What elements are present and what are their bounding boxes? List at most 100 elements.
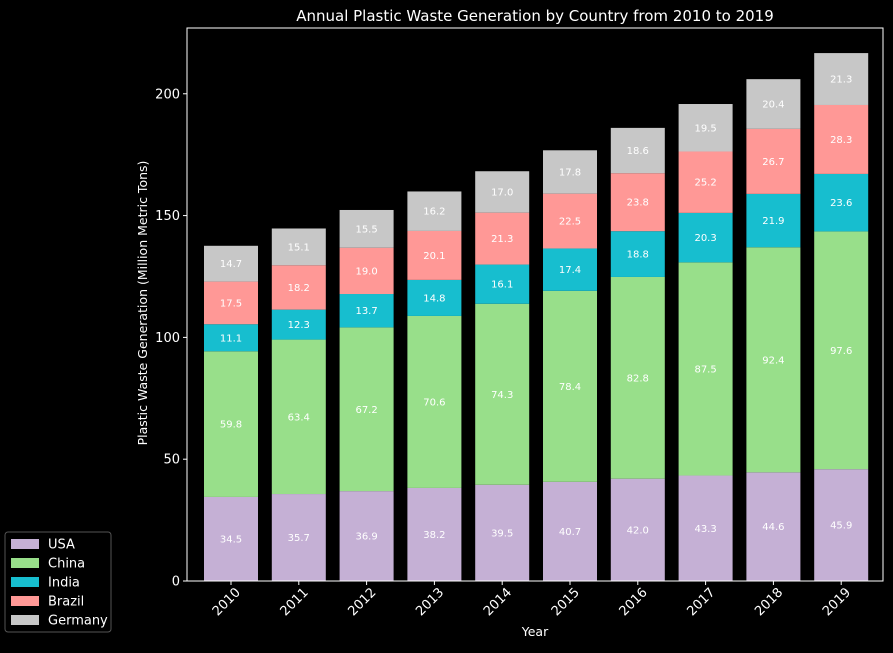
legend-label-usa: USA: [48, 538, 75, 553]
bars-layer: [204, 53, 869, 581]
bar-china-2011: [271, 339, 326, 495]
bar-india-2014: [475, 264, 530, 304]
data-label-germany-2016: 18.6: [627, 146, 649, 157]
data-label-germany-2013: 16.2: [423, 207, 445, 218]
data-label-germany-2019: 21.3: [830, 75, 852, 86]
data-label-brazil-2016: 23.8: [627, 198, 649, 209]
legend-swatch-india: [11, 577, 39, 587]
data-label-germany-2012: 15.5: [355, 224, 377, 235]
data-label-china-2014: 74.3: [491, 390, 513, 401]
data-label-china-2013: 70.6: [423, 397, 445, 408]
data-label-usa-2010: 34.5: [220, 534, 242, 545]
bar-germany-2019: [814, 53, 869, 105]
bar-china-2010: [204, 351, 258, 497]
bar-usa-2016: [610, 478, 665, 581]
data-label-usa-2019: 45.9: [830, 521, 852, 532]
data-label-china-2017: 87.5: [694, 364, 716, 375]
legend-swatch-brazil: [11, 596, 39, 606]
bar-china-2013: [407, 315, 462, 488]
bar-brazil-2016: [610, 173, 665, 232]
bar-usa-2014: [475, 484, 530, 581]
x-axis-title: Year: [521, 624, 549, 639]
bar-usa-2017: [678, 475, 733, 581]
data-label-usa-2014: 39.5: [491, 528, 513, 539]
data-label-brazil-2015: 22.5: [559, 217, 581, 228]
plot-frame: [186, 27, 884, 582]
data-label-india-2018: 21.9: [762, 216, 784, 227]
bar-usa-2012: [339, 491, 394, 581]
y-tick-label: 150: [155, 209, 180, 224]
data-label-india-2011: 12.3: [288, 320, 310, 331]
bar-usa-2010: [204, 496, 258, 581]
legend-label-india: India: [48, 576, 80, 591]
data-label-usa-2017: 43.3: [694, 524, 716, 535]
data-label-brazil-2011: 18.2: [288, 283, 310, 294]
data-label-india-2010: 11.1: [220, 333, 242, 344]
data-label-germany-2018: 20.4: [762, 100, 784, 111]
legend: USA China India Brazil Germany: [4, 531, 112, 633]
bar-germany-2011: [271, 228, 326, 266]
bar-brazil-2019: [814, 104, 869, 174]
data-label-china-2016: 82.8: [627, 373, 649, 384]
data-label-india-2016: 18.8: [627, 250, 649, 261]
data-labels-layer: 34.5 35.7 36.9 38.2 39.5 40.7 42.0 43.3 44.6 45.9…: [220, 75, 852, 546]
y-axis-title: Plastic Waste Generation (Million Metric…: [135, 161, 150, 446]
data-label-usa-2012: 36.9: [355, 532, 377, 543]
data-label-china-2015: 78.4: [559, 382, 581, 393]
data-label-brazil-2010: 17.5: [220, 298, 242, 309]
bar-germany-2017: [678, 104, 733, 152]
bar-brazil-2012: [339, 247, 394, 295]
bar-germany-2012: [339, 209, 394, 248]
legend-label-brazil: Brazil: [48, 595, 84, 610]
bar-brazil-2015: [543, 193, 597, 249]
data-label-germany-2010: 14.7: [220, 259, 242, 270]
bar-brazil-2014: [475, 212, 530, 265]
bar-india-2017: [678, 212, 733, 263]
data-label-germany-2011: 15.1: [288, 242, 310, 253]
bar-china-2016: [610, 276, 665, 479]
bar-india-2018: [746, 193, 801, 248]
bar-germany-2015: [543, 150, 597, 194]
data-label-usa-2018: 44.6: [762, 522, 784, 533]
data-label-usa-2016: 42.0: [627, 525, 649, 536]
bar-brazil-2010: [204, 281, 258, 325]
bar-india-2015: [543, 248, 597, 291]
bar-usa-2011: [271, 494, 326, 581]
y-tick-label: 0: [172, 575, 180, 590]
y-tick-label: 50: [163, 453, 180, 468]
bar-germany-2013: [407, 191, 462, 231]
data-label-china-2010: 59.8: [220, 420, 242, 431]
legend-label-germany: Germany: [48, 614, 108, 629]
bar-india-2011: [271, 309, 326, 340]
bar-germany-2018: [746, 79, 801, 129]
data-label-usa-2011: 35.7: [288, 533, 310, 544]
chart-title: Annual Plastic Waste Generation by Count…: [296, 7, 774, 25]
data-label-brazil-2013: 20.1: [423, 251, 445, 262]
bar-china-2015: [543, 290, 597, 482]
bar-china-2018: [746, 247, 801, 473]
data-label-india-2015: 17.4: [559, 265, 581, 276]
legend-swatch-china: [11, 558, 39, 568]
data-label-china-2018: 92.4: [762, 355, 784, 366]
bar-usa-2019: [814, 469, 869, 581]
data-label-brazil-2017: 25.2: [694, 178, 716, 189]
y-tick-label: 200: [155, 87, 180, 102]
bar-china-2017: [678, 262, 733, 476]
data-label-india-2012: 13.7: [355, 306, 377, 317]
bar-china-2012: [339, 327, 394, 492]
legend-swatch-usa: [11, 539, 39, 549]
data-label-brazil-2019: 28.3: [830, 135, 852, 146]
data-label-germany-2014: 17.0: [491, 187, 513, 198]
data-label-germany-2015: 17.8: [559, 167, 581, 178]
bar-brazil-2011: [271, 265, 326, 310]
bar-brazil-2017: [678, 151, 733, 213]
legend-box: [4, 531, 112, 633]
data-label-brazil-2014: 21.3: [491, 234, 513, 245]
legend-swatch-germany: [11, 615, 39, 625]
bar-india-2010: [204, 324, 258, 352]
bar-germany-2014: [475, 171, 530, 213]
data-label-china-2019: 97.6: [830, 346, 852, 357]
bar-india-2013: [407, 279, 462, 316]
